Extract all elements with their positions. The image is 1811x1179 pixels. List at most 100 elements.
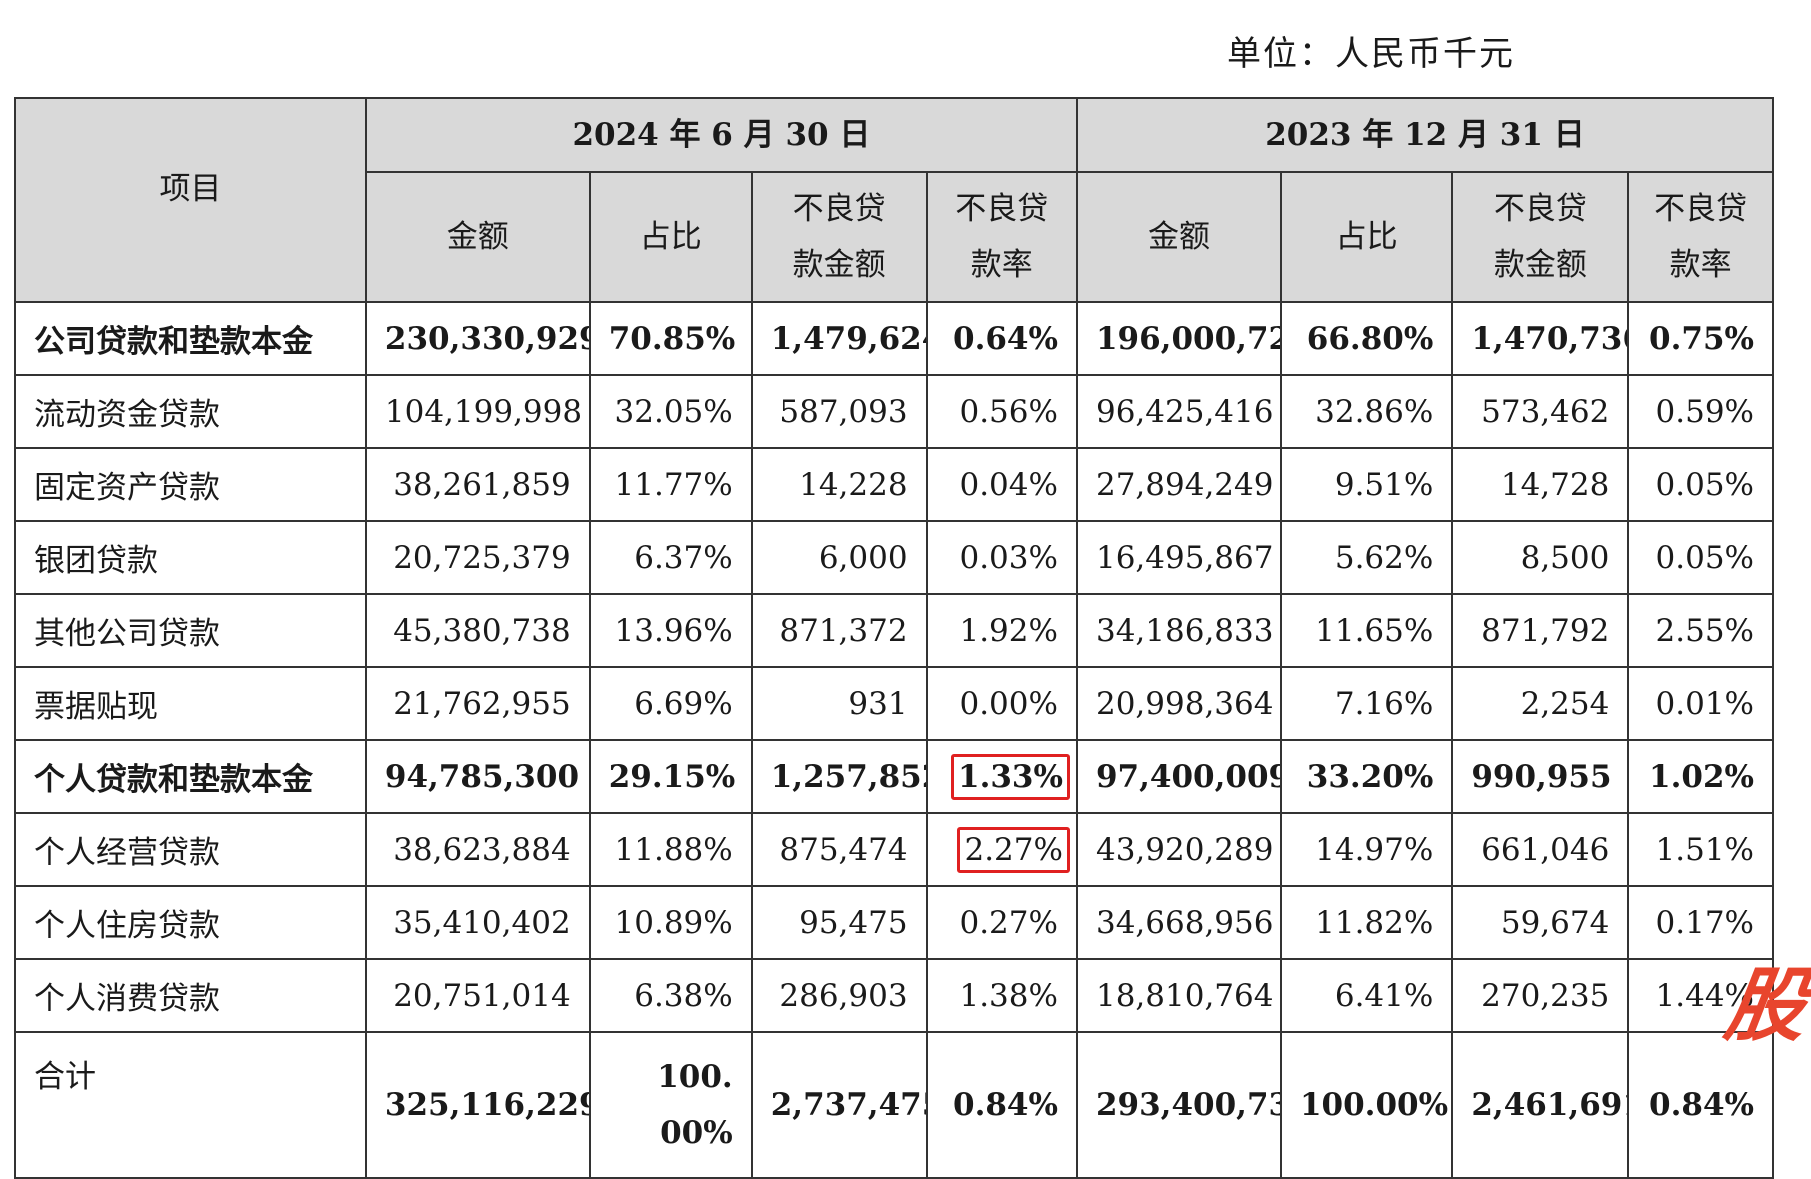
total-p2-amount: 293,400,738	[1075, 1031, 1282, 1179]
p1-share-cell: 11.77%	[588, 447, 753, 522]
stock-logo: 股	[1719, 959, 1811, 1052]
p1-npl-rate-cell: 2.27%	[925, 812, 1078, 887]
p2-amount-cell: 34,186,833	[1075, 593, 1282, 668]
p2-amount-cell: 34,668,956	[1075, 885, 1282, 960]
p1-npl-rate-cell: 1.33%	[925, 739, 1078, 814]
p2-npl-rate-cell: 2.55%	[1627, 593, 1774, 668]
p1-amount-cell: 104,199,998	[364, 374, 591, 449]
table-row: 个人消费贷款 20,751,014 6.38% 286,903 1.38% 18,810,…	[14, 958, 1774, 1033]
p1-share-cell: 6.37%	[588, 520, 753, 595]
total-p1-amount: 325,116,229	[364, 1031, 591, 1179]
period1-header: 2024 年 6 月 30 日	[364, 97, 1078, 173]
p2-npl-amount-cell: 14,728	[1451, 447, 1630, 522]
total-p1-share-value: 100.00%	[657, 1059, 733, 1151]
p2-amount-cell: 97,400,009	[1075, 739, 1282, 814]
p2-share-cell: 33.20%	[1279, 739, 1454, 814]
col-npl-rate: 不良贷款率	[925, 171, 1078, 303]
row-label: 个人住房贷款	[14, 885, 367, 960]
table-row: 银团贷款 20,725,379 6.37% 6,000 0.03% 16,495,867 5…	[14, 520, 1774, 595]
highlight-box: 2.27%	[957, 826, 1070, 873]
p1-amount-cell: 230,330,929	[364, 301, 591, 376]
table-row: 个人住房贷款 35,410,402 10.89% 95,475 0.27% 34,668,…	[14, 885, 1774, 960]
total-p1-share: 100.00%	[588, 1031, 753, 1179]
p2-share-cell: 11.65%	[1279, 593, 1454, 668]
p1-npl-amount-cell: 1,479,624	[750, 301, 928, 376]
p1-npl-amount-cell: 95,475	[750, 885, 928, 960]
table-row: 个人贷款和垫款本金 94,785,300 29.15% 1,257,852 1.33% 9…	[14, 739, 1774, 814]
total-p1-npl-rate: 0.84%	[925, 1031, 1078, 1179]
p2-npl-amount-cell: 573,462	[1451, 374, 1630, 449]
p2-npl-amount-cell: 1,470,736	[1451, 301, 1630, 376]
p1-amount-cell: 94,785,300	[364, 739, 591, 814]
p2-npl-rate-cell: 0.17%	[1627, 885, 1774, 960]
p1-npl-rate-cell: 0.00%	[925, 666, 1078, 741]
row-label: 公司贷款和垫款本金	[14, 301, 367, 376]
p1-share-cell: 6.38%	[588, 958, 753, 1033]
unit-label: 单位：人民币千元	[1227, 34, 1515, 74]
p1-npl-amount-cell: 6,000	[750, 520, 928, 595]
p2-npl-amount-cell: 661,046	[1451, 812, 1630, 887]
p2-share-cell: 5.62%	[1279, 520, 1454, 595]
p2-npl-rate-cell: 0.05%	[1627, 520, 1774, 595]
item-header: 项目	[14, 97, 367, 303]
p2-npl-amount-cell: 2,254	[1451, 666, 1630, 741]
p1-amount-cell: 35,410,402	[364, 885, 591, 960]
col-share-2: 占比	[1279, 171, 1454, 303]
table-row: 固定资产贷款 38,261,859 11.77% 14,228 0.04% 27,894,…	[14, 447, 1774, 522]
p1-npl-rate-cell: 0.56%	[925, 374, 1078, 449]
p1-npl-rate-cell: 0.27%	[925, 885, 1078, 960]
table-row: 个人经营贷款 38,623,884 11.88% 875,474 2.27% 43,920…	[14, 812, 1774, 887]
row-label: 个人消费贷款	[14, 958, 367, 1033]
p1-amount-cell: 45,380,738	[364, 593, 591, 668]
col-npl-amount: 不良贷款金额	[750, 171, 928, 303]
p2-amount-cell: 16,495,867	[1075, 520, 1282, 595]
p1-npl-amount-cell: 931	[750, 666, 928, 741]
p2-npl-amount-cell: 871,792	[1451, 593, 1630, 668]
p2-share-cell: 11.82%	[1279, 885, 1454, 960]
p1-amount-cell: 38,623,884	[364, 812, 591, 887]
p2-npl-amount-cell: 59,674	[1451, 885, 1630, 960]
total-p1-npl-amount: 2,737,475	[750, 1031, 928, 1179]
p2-share-cell: 32.86%	[1279, 374, 1454, 449]
p2-npl-rate-cell: 0.59%	[1627, 374, 1774, 449]
p2-amount-cell: 20,998,364	[1075, 666, 1282, 741]
col-npl-amount-label: 不良贷款金额	[792, 191, 886, 283]
row-label: 固定资产贷款	[14, 447, 367, 522]
col-npl-rate-2: 不良贷款率	[1627, 171, 1774, 303]
total-p2-npl-amount: 2,461,691	[1451, 1031, 1630, 1179]
p2-amount-cell: 43,920,289	[1075, 812, 1282, 887]
col-amount: 金额	[364, 171, 591, 303]
p1-share-cell: 11.88%	[588, 812, 753, 887]
p1-amount-cell: 21,762,955	[364, 666, 591, 741]
p1-npl-rate-cell: 0.03%	[925, 520, 1078, 595]
total-p2-npl-rate: 0.84%	[1627, 1031, 1774, 1179]
p2-amount-cell: 18,810,764	[1075, 958, 1282, 1033]
highlight-box: 1.33%	[951, 753, 1070, 800]
p1-share-cell: 10.89%	[588, 885, 753, 960]
period2-header: 2023 年 12 月 31 日	[1075, 97, 1775, 173]
p2-share-cell: 9.51%	[1279, 447, 1454, 522]
col-npl-amount-label-2: 不良贷款金额	[1493, 191, 1587, 283]
col-npl-amount-2: 不良贷款金额	[1451, 171, 1630, 303]
col-share: 占比	[588, 171, 753, 303]
p2-amount-cell: 196,000,729	[1075, 301, 1282, 376]
p1-npl-amount-cell: 286,903	[750, 958, 928, 1033]
npl-table: 项目 2024 年 6 月 30 日 2023 年 12 月 31 日 金额 占…	[14, 97, 1775, 1179]
p1-npl-amount-cell: 14,228	[750, 447, 928, 522]
p2-npl-rate-cell: 0.75%	[1627, 301, 1774, 376]
p1-npl-amount-cell: 875,474	[750, 812, 928, 887]
col-amount-2: 金额	[1075, 171, 1282, 303]
table-row: 票据贴现 21,762,955 6.69% 931 0.00% 20,998,364 7.1…	[14, 666, 1774, 741]
p1-npl-amount-cell: 587,093	[750, 374, 928, 449]
p2-share-cell: 14.97%	[1279, 812, 1454, 887]
p2-npl-amount-cell: 990,955	[1451, 739, 1630, 814]
p2-npl-rate-cell: 0.05%	[1627, 447, 1774, 522]
table-row: 其他公司贷款 45,380,738 13.96% 871,372 1.92% 34,186…	[14, 593, 1774, 668]
row-label: 其他公司贷款	[14, 593, 367, 668]
total-row: 合计 325,116,229 100.00% 2,737,475 0.84% 2…	[14, 1031, 1774, 1179]
row-label: 个人经营贷款	[14, 812, 367, 887]
table-row: 流动资金贷款 104,199,998 32.05% 587,093 0.56% 96,42…	[14, 374, 1774, 449]
p1-share-cell: 29.15%	[588, 739, 753, 814]
row-label: 个人贷款和垫款本金	[14, 739, 367, 814]
p2-npl-rate-cell: 1.02%	[1627, 739, 1774, 814]
